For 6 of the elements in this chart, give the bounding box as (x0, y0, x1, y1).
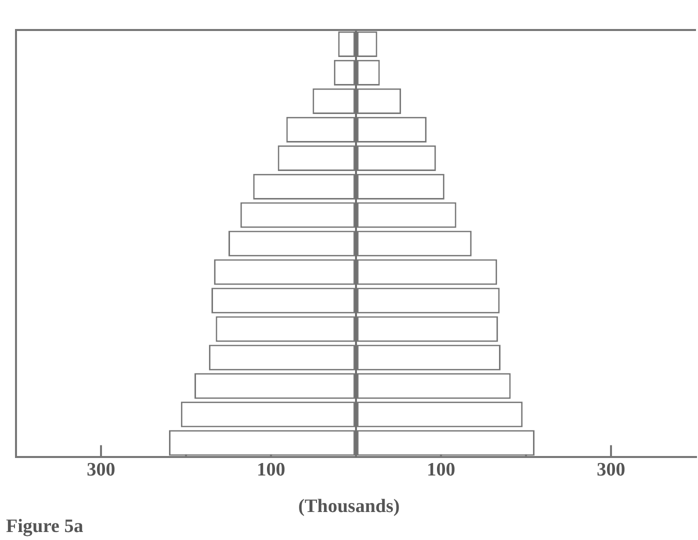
x-tick-label: 100 (426, 460, 456, 481)
x-tick-label: 100 (256, 460, 286, 481)
x-tick-label: 300 (596, 460, 626, 481)
x-tick-label: 300 (86, 460, 116, 481)
caption: Figure 5a (6, 516, 84, 538)
x-axis-title: (Thousands) (298, 496, 400, 517)
